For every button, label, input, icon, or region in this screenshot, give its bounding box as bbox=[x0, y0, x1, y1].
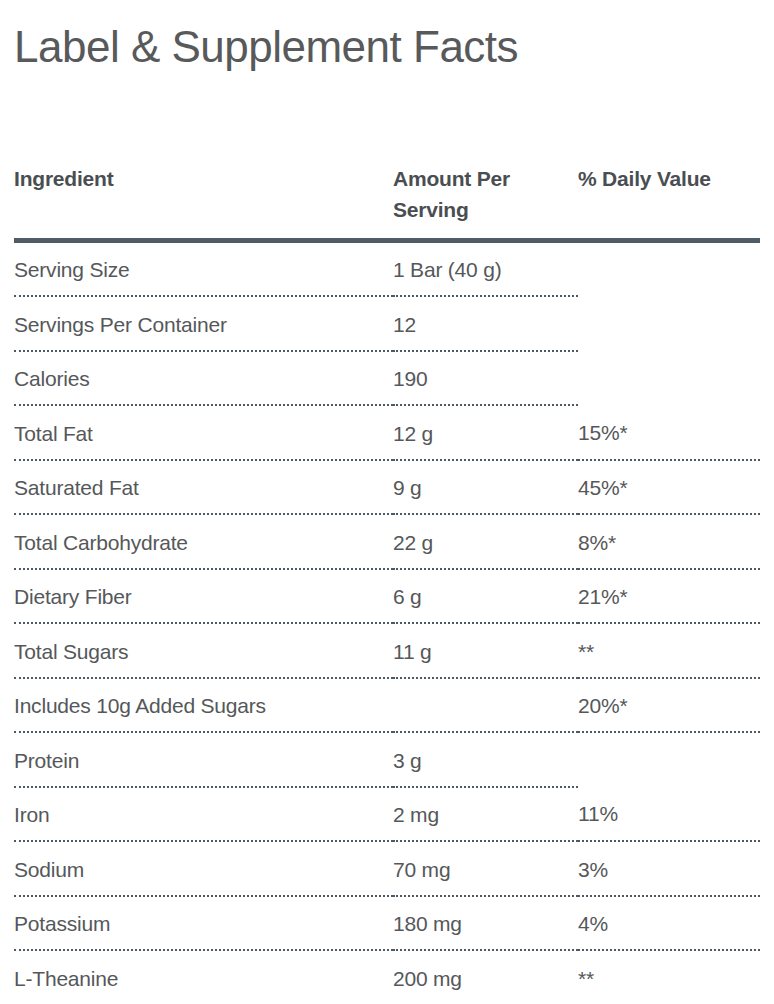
amount-cell: 6 g bbox=[393, 569, 578, 623]
amount-cell: 180 mg bbox=[393, 896, 578, 950]
amount-cell: 12 bbox=[393, 296, 578, 350]
amount-cell: 12 g bbox=[393, 405, 578, 459]
amount-cell: 70 mg bbox=[393, 841, 578, 895]
amount-cell: 3 g bbox=[393, 732, 578, 786]
amount-cell bbox=[393, 678, 578, 732]
table-row: L-Theanine 200 mg ** bbox=[14, 950, 760, 1004]
column-header-amount-per-serving: Amount Per Serving bbox=[393, 163, 578, 241]
daily-value-cell bbox=[578, 732, 760, 786]
table-row: Total Carbohydrate 22 g 8%* bbox=[14, 514, 760, 568]
page-title: Label & Supplement Facts bbox=[14, 21, 760, 73]
table-row: Total Fat 12 g 15%* bbox=[14, 405, 760, 459]
amount-cell: 11 g bbox=[393, 623, 578, 677]
daily-value-cell: 15%* bbox=[578, 405, 760, 459]
daily-value-cell: ** bbox=[578, 950, 760, 1004]
daily-value-cell bbox=[578, 296, 760, 350]
supplement-facts-page: Label & Supplement Facts Ingredient Amou… bbox=[0, 21, 774, 1004]
amount-cell: 1 Bar (40 g) bbox=[393, 241, 578, 297]
column-header-daily-value: % Daily Value bbox=[578, 163, 760, 241]
ingredient-cell: L-Theanine bbox=[14, 950, 393, 1004]
table-row: Serving Size 1 Bar (40 g) bbox=[14, 241, 760, 297]
ingredient-cell: Sodium bbox=[14, 841, 393, 895]
table-row: Dietary Fiber 6 g 21%* bbox=[14, 569, 760, 623]
daily-value-cell: 4% bbox=[578, 896, 760, 950]
table-row: Includes 10g Added Sugars 20%* bbox=[14, 678, 760, 732]
daily-value-cell: 21%* bbox=[578, 569, 760, 623]
table-row: Sodium 70 mg 3% bbox=[14, 841, 760, 895]
column-header-ingredient: Ingredient bbox=[14, 163, 393, 241]
ingredient-cell: Serving Size bbox=[14, 241, 393, 297]
amount-cell: 200 mg bbox=[393, 950, 578, 1004]
ingredient-cell: Saturated Fat bbox=[14, 460, 393, 514]
ingredient-cell: Dietary Fiber bbox=[14, 569, 393, 623]
amount-cell: 9 g bbox=[393, 460, 578, 514]
daily-value-cell: 20%* bbox=[578, 678, 760, 732]
daily-value-cell: 8%* bbox=[578, 514, 760, 568]
table-row: Calories 190 bbox=[14, 351, 760, 405]
ingredient-cell: Potassium bbox=[14, 896, 393, 950]
amount-cell: 22 g bbox=[393, 514, 578, 568]
daily-value-cell bbox=[578, 241, 760, 297]
ingredient-cell: Servings Per Container bbox=[14, 296, 393, 350]
table-row: Iron 2 mg 11% bbox=[14, 787, 760, 841]
ingredient-cell: Total Fat bbox=[14, 405, 393, 459]
daily-value-cell: 3% bbox=[578, 841, 760, 895]
table-row: Potassium 180 mg 4% bbox=[14, 896, 760, 950]
daily-value-cell: 11% bbox=[578, 787, 760, 841]
ingredient-cell: Calories bbox=[14, 351, 393, 405]
ingredient-cell: Total Sugars bbox=[14, 623, 393, 677]
ingredient-cell: Protein bbox=[14, 732, 393, 786]
supplement-facts-table: Ingredient Amount Per Serving % Daily Va… bbox=[14, 163, 760, 1004]
ingredient-cell: Iron bbox=[14, 787, 393, 841]
table-row: Servings Per Container 12 bbox=[14, 296, 760, 350]
ingredient-cell: Total Carbohydrate bbox=[14, 514, 393, 568]
ingredient-cell: Includes 10g Added Sugars bbox=[14, 678, 393, 732]
daily-value-cell bbox=[578, 351, 760, 405]
daily-value-cell: ** bbox=[578, 623, 760, 677]
table-header-row: Ingredient Amount Per Serving % Daily Va… bbox=[14, 163, 760, 241]
table-row: Total Sugars 11 g ** bbox=[14, 623, 760, 677]
amount-cell: 190 bbox=[393, 351, 578, 405]
amount-cell: 2 mg bbox=[393, 787, 578, 841]
table-row: Protein 3 g bbox=[14, 732, 760, 786]
daily-value-cell: 45%* bbox=[578, 460, 760, 514]
table-row: Saturated Fat 9 g 45%* bbox=[14, 460, 760, 514]
